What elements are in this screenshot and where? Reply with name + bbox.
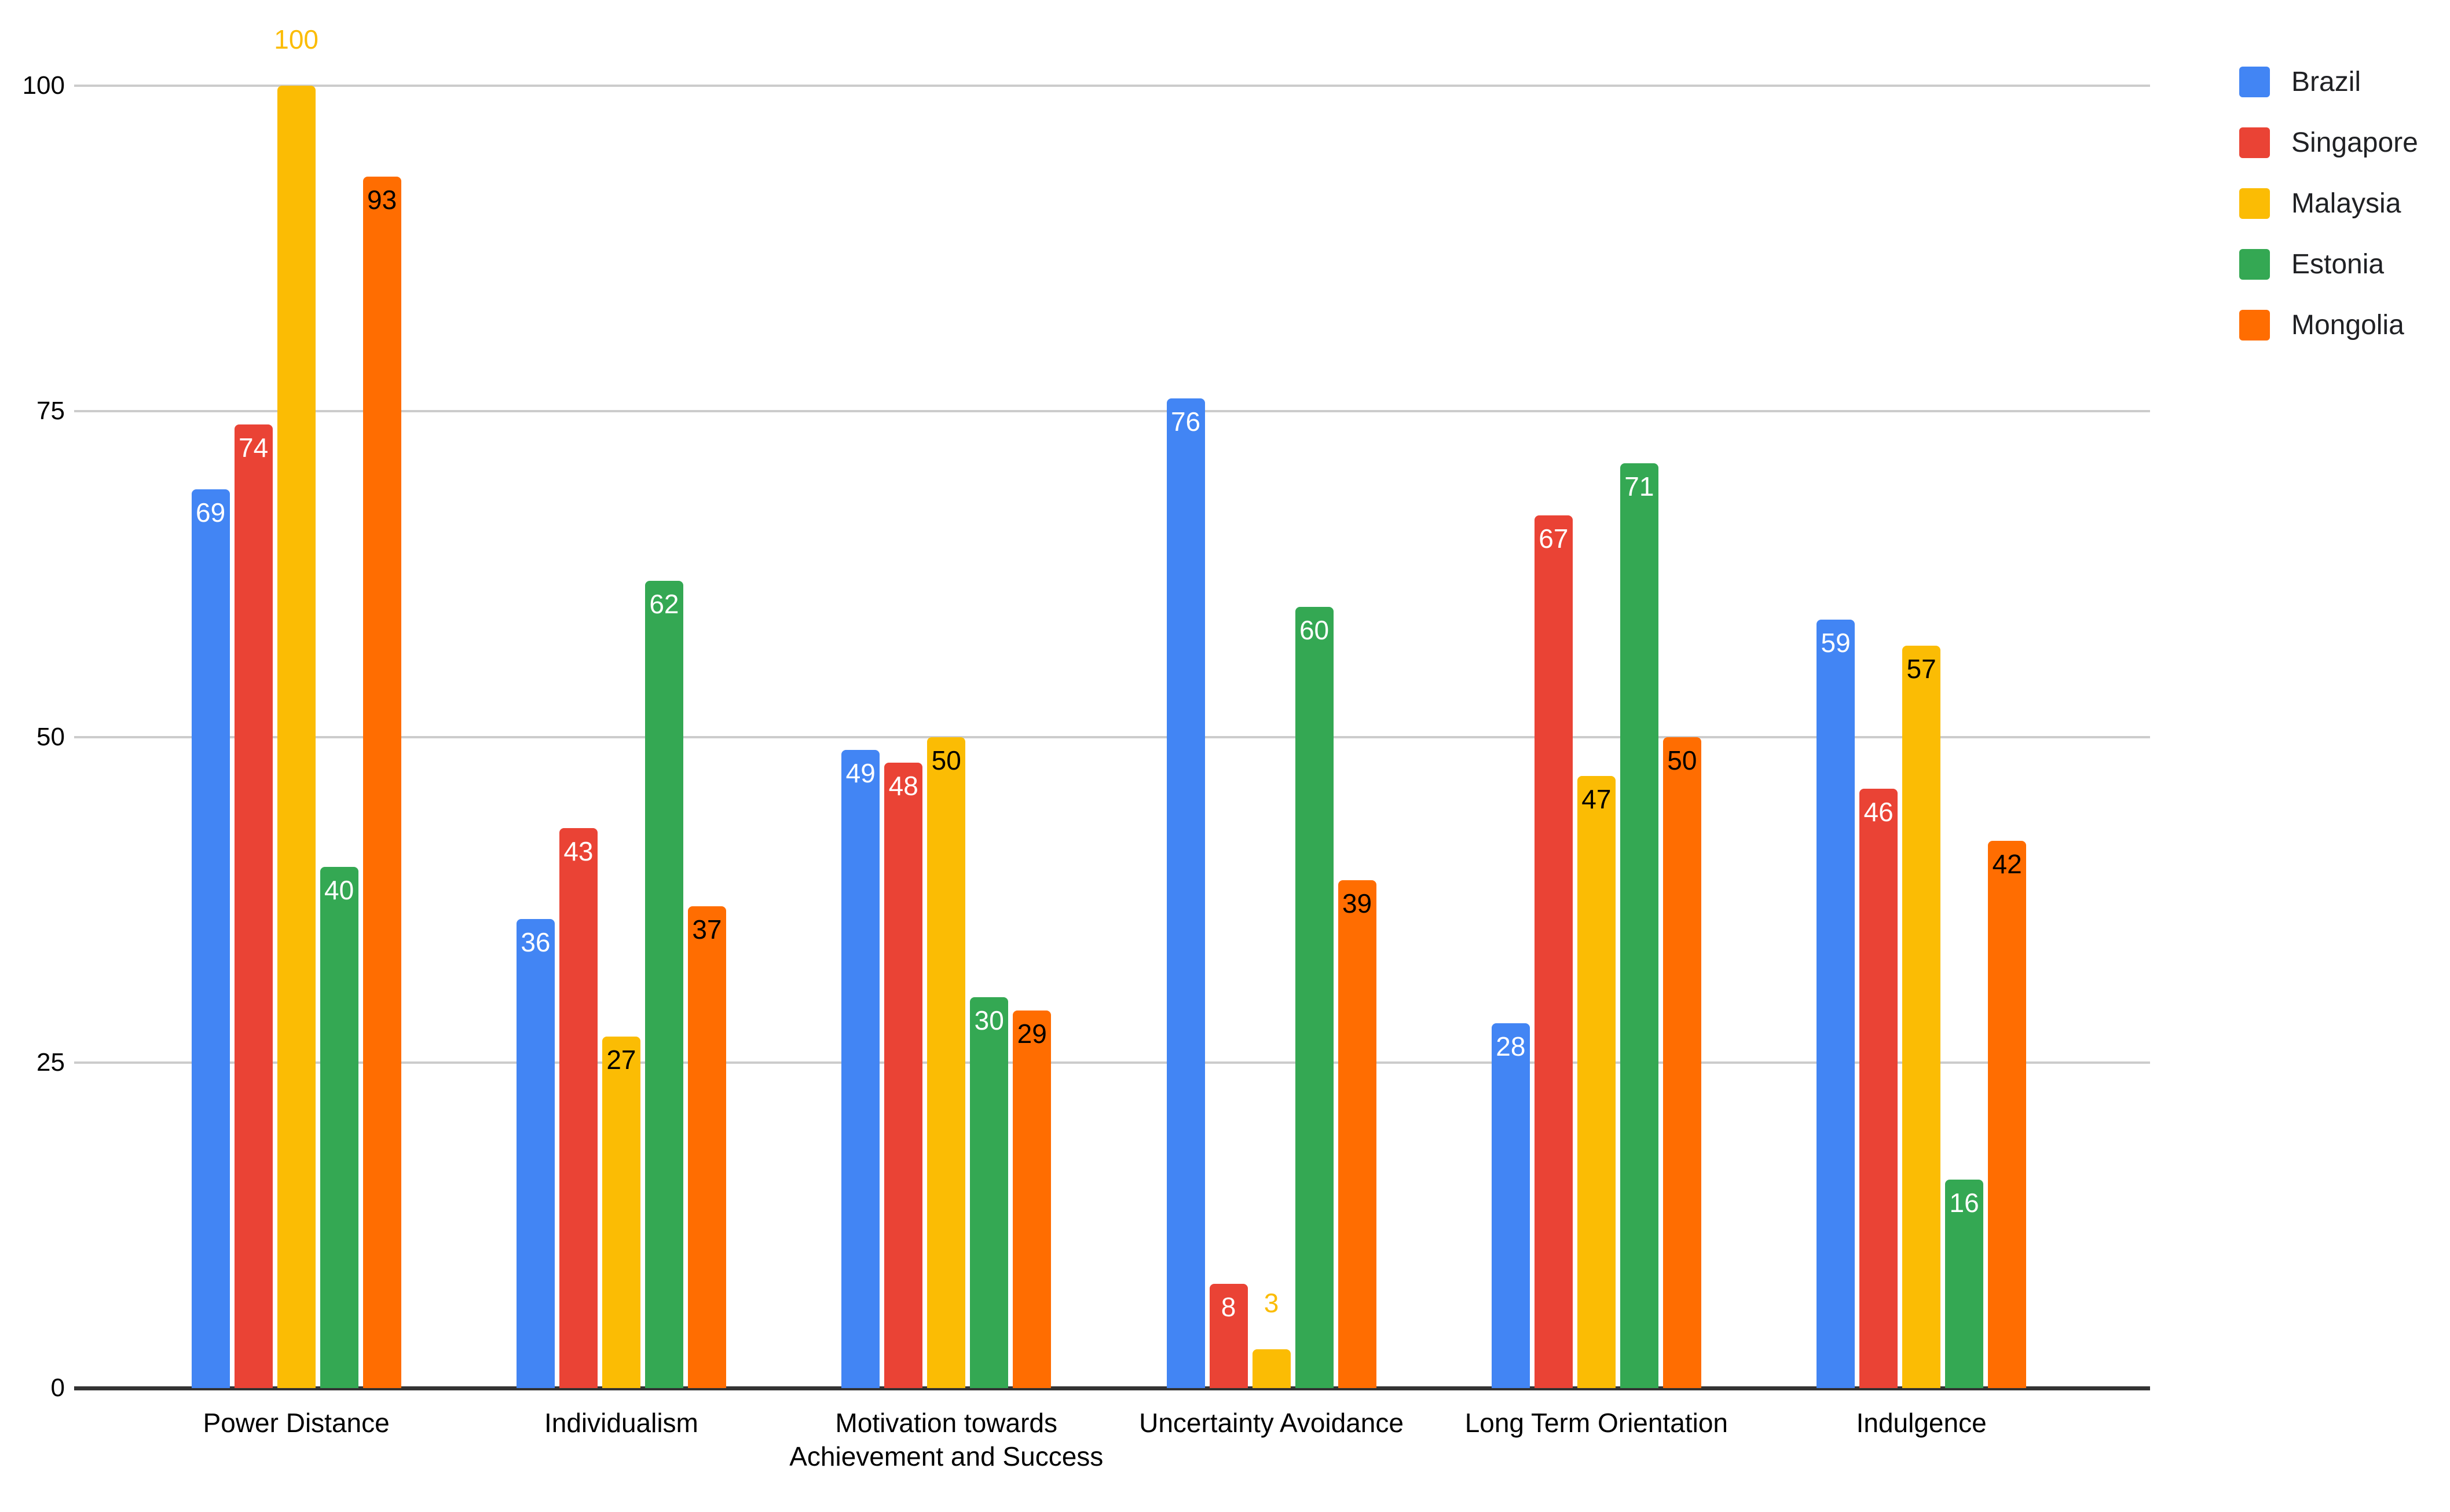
bar-estonia-uncertainty-avoidance[interactable]	[1295, 606, 1334, 1388]
bar-mongolia-long-term-orientation[interactable]	[1662, 737, 1701, 1388]
bar-value-label: 30	[974, 1005, 1004, 1036]
bar-value-label: 60	[1299, 614, 1330, 645]
x-axis-label-indulgence: Indulgence	[1856, 1408, 1987, 1438]
bar-singapore-power-distance[interactable]	[234, 424, 273, 1388]
x-axis-label-individualism: Individualism	[544, 1408, 698, 1438]
x-axis-line	[74, 1386, 2150, 1390]
bar-malaysia-uncertainty-avoidance[interactable]	[1252, 1349, 1291, 1388]
bar-brazil-motivation-towards-achievement-and-success[interactable]	[841, 749, 880, 1388]
bar-value-label: 50	[1667, 745, 1697, 775]
bar-value-label: 62	[649, 588, 679, 619]
bar-value-label: 93	[367, 185, 397, 215]
bar-value-label: 67	[1539, 523, 1569, 554]
bar-value-label: 27	[606, 1044, 636, 1075]
legend-item-brazil[interactable]: Brazil	[2239, 67, 2361, 97]
bar-estonia-individualism[interactable]	[644, 580, 683, 1388]
bar-value-label: 37	[692, 914, 722, 944]
bar-brazil-long-term-orientation[interactable]	[1491, 1023, 1530, 1388]
bar-mongolia-uncertainty-avoidance[interactable]	[1338, 880, 1376, 1388]
bar-brazil-indulgence[interactable]	[1817, 620, 1855, 1388]
gridline-100	[74, 85, 2150, 87]
legend-swatch-singapore-icon	[2239, 127, 2270, 158]
bar-value-label: 42	[1992, 849, 2022, 880]
bar-brazil-power-distance[interactable]	[191, 489, 230, 1388]
legend-swatch-mongolia-icon	[2239, 310, 2270, 341]
bar-value-label: 36	[521, 927, 551, 958]
bar-value-label: 74	[239, 432, 269, 463]
y-axis-tick-75: 75	[36, 397, 65, 426]
x-axis-label-motivation-towards-achievement-and-success: Motivation towards Achievement and Succe…	[789, 1408, 1104, 1471]
bar-brazil-uncertainty-avoidance[interactable]	[1166, 398, 1205, 1388]
bar-malaysia-motivation-towards-achievement-and-success[interactable]	[927, 737, 966, 1388]
legend-swatch-malaysia-icon	[2239, 188, 2270, 219]
bar-mongolia-indulgence[interactable]	[1988, 841, 2027, 1388]
bar-brazil-individualism[interactable]	[516, 919, 555, 1388]
bar-malaysia-long-term-orientation[interactable]	[1577, 775, 1616, 1388]
gridline-25	[74, 1061, 2150, 1064]
x-axis-label-power-distance: Power Distance	[203, 1408, 390, 1438]
bar-singapore-uncertainty-avoidance[interactable]	[1209, 1284, 1248, 1388]
bar-value-label: 57	[1906, 654, 1936, 684]
bar-estonia-power-distance[interactable]	[320, 867, 358, 1388]
bar-estonia-long-term-orientation[interactable]	[1620, 463, 1658, 1388]
legend-label-singapore: Singapore	[2291, 127, 2418, 158]
bar-mongolia-individualism[interactable]	[687, 906, 726, 1388]
bar-mongolia-power-distance[interactable]	[362, 177, 401, 1388]
bar-value-label: 100	[274, 24, 319, 54]
bar-value-label: 47	[1581, 784, 1612, 814]
bar-value-label: 59	[1821, 628, 1851, 658]
bar-value-label: 71	[1624, 471, 1654, 502]
bar-value-label: 16	[1949, 1188, 1979, 1218]
bar-value-label: 40	[324, 875, 354, 906]
legend-swatch-brazil-icon	[2239, 67, 2270, 97]
bar-value-label: 76	[1170, 406, 1201, 437]
legend-label-estonia: Estonia	[2291, 249, 2385, 280]
legend-label-malaysia: Malaysia	[2291, 188, 2401, 219]
bar-malaysia-indulgence[interactable]	[1902, 646, 1941, 1388]
x-axis-label-uncertainty-avoidance: Uncertainty Avoidance	[1139, 1408, 1404, 1438]
bar-value-label: 48	[888, 771, 918, 801]
y-axis-tick-50: 50	[36, 722, 65, 751]
bar-value-label: 46	[1863, 797, 1894, 828]
bar-mongolia-motivation-towards-achievement-and-success[interactable]	[1013, 1010, 1052, 1388]
bar-malaysia-individualism[interactable]	[602, 1036, 640, 1388]
y-axis-tick-100: 100	[22, 71, 65, 100]
bar-malaysia-power-distance[interactable]	[277, 86, 316, 1388]
bar-value-label: 69	[196, 497, 226, 528]
gridline-50	[74, 735, 2150, 738]
bar-value-label: 28	[1496, 1031, 1526, 1062]
y-axis-tick-0: 0	[50, 1374, 65, 1402]
bar-value-label: 3	[1264, 1287, 1279, 1318]
legend-item-malaysia[interactable]: Malaysia	[2239, 188, 2401, 219]
bar-singapore-motivation-towards-achievement-and-success[interactable]	[884, 763, 923, 1388]
legend-item-estonia[interactable]: Estonia	[2239, 249, 2384, 280]
x-axis-label-long-term-orientation: Long Term Orientation	[1464, 1408, 1728, 1438]
bar-value-label: 29	[1017, 1018, 1047, 1049]
legend-item-singapore[interactable]: Singapore	[2239, 127, 2418, 158]
bar-value-label: 50	[931, 745, 961, 775]
bar-value-label: 43	[563, 836, 594, 866]
legend-label-mongolia: Mongolia	[2291, 310, 2404, 341]
bar-estonia-indulgence[interactable]	[1945, 1180, 1984, 1388]
gridline-75	[74, 410, 2150, 413]
legend-label-brazil: Brazil	[2291, 67, 2361, 97]
legend-item-mongolia[interactable]: Mongolia	[2239, 310, 2404, 341]
bar-value-label: 49	[845, 757, 876, 788]
bar-singapore-long-term-orientation[interactable]	[1534, 515, 1573, 1388]
bar-estonia-motivation-towards-achievement-and-success[interactable]	[970, 997, 1009, 1388]
legend-swatch-estonia-icon	[2239, 249, 2270, 280]
bar-value-label: 39	[1342, 888, 1372, 918]
bar-value-label: 8	[1221, 1292, 1236, 1323]
y-axis-tick-25: 25	[36, 1048, 65, 1077]
bar-singapore-indulgence[interactable]	[1859, 789, 1898, 1388]
bar-singapore-individualism[interactable]	[559, 828, 598, 1388]
